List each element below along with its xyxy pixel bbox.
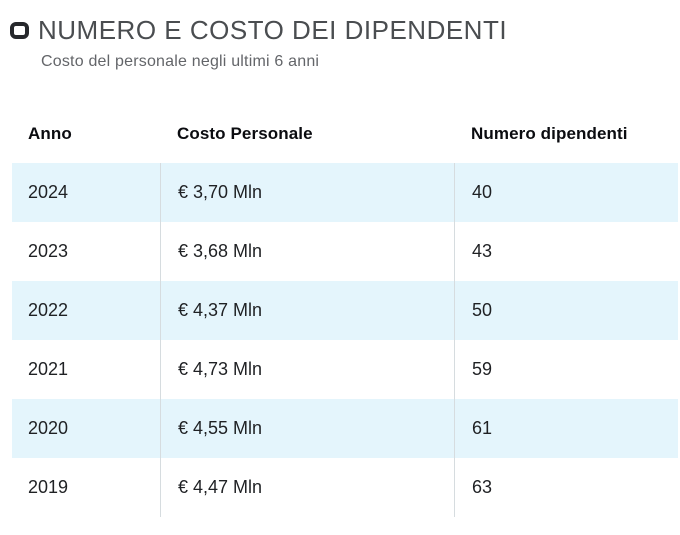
table-row: 2023 € 3,68 Mln 43 [12, 222, 678, 281]
cell-numero: 61 [454, 399, 678, 458]
cell-costo: € 4,55 Mln [160, 399, 454, 458]
cell-costo: € 3,68 Mln [160, 222, 454, 281]
cell-numero: 63 [454, 458, 678, 517]
table-row: 2019 € 4,47 Mln 63 [12, 458, 678, 517]
title-row: NUMERO E COSTO DEI DIPENDENTI [0, 0, 680, 46]
cell-anno: 2023 [28, 241, 69, 261]
table-row: 2024 € 3,70 Mln 40 [12, 163, 678, 222]
rounded-square-icon [10, 22, 29, 39]
cell-anno: 2020 [28, 418, 69, 438]
cell-costo: € 3,70 Mln [160, 163, 454, 222]
column-header-costo: Costo Personale [177, 124, 313, 143]
table-row: 2020 € 4,55 Mln 61 [12, 399, 678, 458]
cell-costo: € 4,47 Mln [160, 458, 454, 517]
column-header-numero: Numero dipendenti [471, 124, 628, 143]
cell-numero: 59 [454, 340, 678, 399]
cell-costo: € 4,73 Mln [160, 340, 454, 399]
cell-anno: 2019 [28, 477, 69, 497]
page-title: NUMERO E COSTO DEI DIPENDENTI [38, 15, 508, 45]
column-header-anno: Anno [28, 124, 72, 143]
cell-numero: 40 [454, 163, 678, 222]
cell-anno: 2024 [28, 182, 69, 202]
page-subtitle: Costo del personale negli ultimi 6 anni [41, 53, 320, 70]
table-row: 2022 € 4,37 Mln 50 [12, 281, 678, 340]
cell-numero: 50 [454, 281, 678, 340]
cell-costo: € 4,37 Mln [160, 281, 454, 340]
cell-numero: 43 [454, 222, 678, 281]
cell-anno: 2022 [28, 300, 69, 320]
table-row: 2021 € 4,73 Mln 59 [12, 340, 678, 399]
cell-anno: 2021 [28, 359, 69, 379]
table-header-row: Anno Costo Personale Numero dipendenti [12, 105, 678, 163]
employees-table: Anno Costo Personale Numero dipendenti 2… [12, 105, 678, 517]
